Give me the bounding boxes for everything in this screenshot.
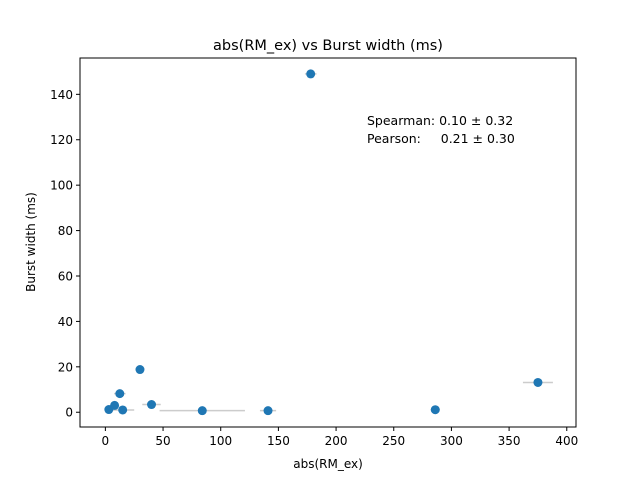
- y-tick-label: 140: [50, 88, 73, 102]
- x-tick-label: 300: [440, 434, 463, 448]
- y-axis-ticks: 0 20 40 60 80 100 120 140: [50, 88, 80, 420]
- y-tick-label: 60: [58, 269, 73, 283]
- chart-title: abs(RM_ex) vs Burst width (ms): [213, 38, 443, 54]
- x-axis-label: abs(RM_ex): [293, 457, 363, 471]
- x-tick-label: 350: [498, 434, 521, 448]
- x-tick-label: 50: [155, 434, 170, 448]
- y-axis-label: Burst width (ms): [24, 192, 38, 292]
- y-tick-label: 80: [58, 224, 73, 238]
- y-tick-label: 0: [65, 406, 73, 420]
- x-tick-label: 150: [267, 434, 290, 448]
- data-point-3: [118, 405, 128, 415]
- x-tick-label: 250: [382, 434, 405, 448]
- data-point-8: [306, 69, 316, 79]
- y-tick-label: 120: [50, 133, 73, 147]
- spearman-annotation: Spearman: 0.10 ± 0.32: [367, 113, 513, 128]
- x-tick-label: 100: [209, 434, 232, 448]
- data-point-4: [135, 365, 145, 375]
- x-axis-ticks: 0 50 100 150 200 250 300 350 400: [102, 427, 578, 448]
- y-tick-label: 40: [58, 315, 73, 329]
- y-tick-label: 100: [50, 179, 73, 193]
- x-tick-label: 0: [102, 434, 110, 448]
- x-tick-label: 400: [555, 434, 578, 448]
- data-points: [104, 69, 543, 416]
- data-point-10: [533, 377, 543, 387]
- y-tick-label: 20: [58, 360, 73, 374]
- pearson-annotation: Pearson: 0.21 ± 0.30: [367, 131, 515, 146]
- data-point-7: [263, 406, 273, 416]
- x-tick-label: 200: [325, 434, 348, 448]
- data-point-2: [115, 389, 125, 399]
- plot-frame: [79, 57, 577, 428]
- data-point-9: [430, 405, 440, 415]
- data-point-5: [147, 400, 157, 410]
- data-point-6: [197, 406, 207, 416]
- data-point-1: [110, 400, 120, 410]
